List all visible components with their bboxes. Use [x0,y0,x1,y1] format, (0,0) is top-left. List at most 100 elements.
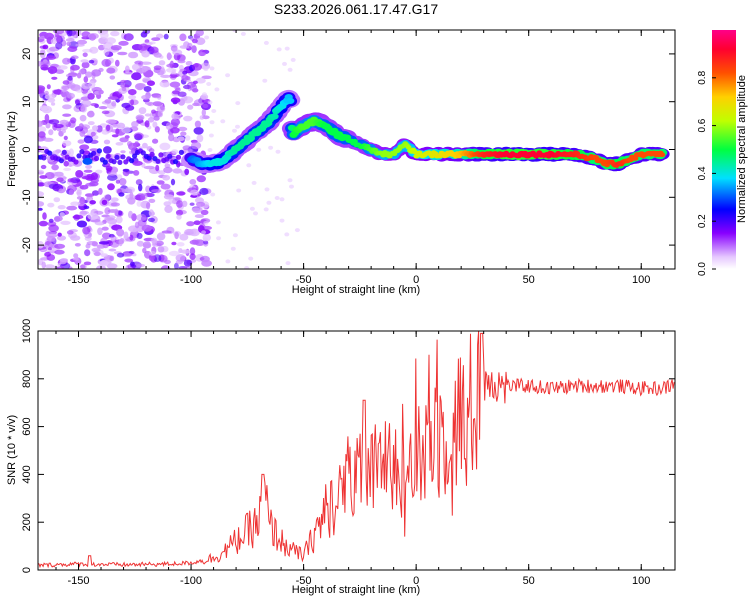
y-tick-label: 0 [21,567,33,573]
noise-speckle [79,144,90,151]
noise-speckle [38,86,45,94]
noise-speckle [136,240,144,247]
noise-speckle [85,164,93,169]
noise-speckle [82,226,91,235]
noise-speckle [191,141,202,150]
noise-speckle [175,254,186,262]
noise-speckle [96,244,106,249]
x-tick-label: -100 [180,274,202,286]
noise-speckle [109,75,116,80]
noise-speckle [53,123,64,129]
ridge-noise-blob [102,159,108,165]
noise-speckle [264,187,270,192]
noise-speckle [57,232,62,237]
noise-speckle [182,96,194,104]
y-tick-label: -20 [21,237,33,253]
noise-speckle [156,180,165,185]
noise-speckle [176,214,182,220]
noise-speckle [172,90,180,95]
noise-speckle [195,37,206,45]
noise-speckle [168,198,176,204]
noise-speckle [76,189,82,197]
noise-speckle [210,192,216,197]
noise-speckle [38,126,47,133]
noise-speckle [115,179,120,184]
noise-speckle [56,266,65,269]
noise-speckle [106,263,118,269]
y-tick-label: -10 [21,189,33,205]
x-tick-label: 100 [632,274,650,286]
noise-speckle [190,189,199,196]
noise-speckle [59,258,67,265]
noise-speckle [120,79,127,84]
noise-speckle [193,220,201,225]
noise-speckle [195,30,204,37]
noise-speckle [290,57,296,62]
noise-speckle [105,165,113,172]
x-tick-label: -50 [296,575,312,587]
noise-speckle [73,214,80,221]
ridge-noise-blob [129,158,135,164]
noise-speckle [104,99,112,104]
noise-speckle [194,120,201,128]
noise-speckle [101,58,112,67]
noise-speckle [274,196,280,200]
noise-speckle [240,31,246,36]
noise-speckle [163,194,174,200]
noise-speckle [107,172,117,176]
noise-speckle [39,175,48,179]
noise-speckle [110,197,119,202]
noise-speckle [70,55,79,60]
noise-speckle [88,110,94,114]
noise-speckle [56,35,61,43]
noise-speckle [75,99,80,105]
noise-speckle [135,114,145,121]
noise-speckle [77,139,85,144]
y-tick-label: 600 [21,417,33,435]
noise-speckle [136,232,143,239]
noise-speckle [108,248,117,252]
noise-speckle [138,43,149,51]
snr-plot [38,331,675,569]
noise-speckle [67,75,73,81]
noise-speckle [276,47,282,52]
ridge-noise-blob [167,153,173,159]
noise-speckle [153,115,160,121]
noise-speckle [170,127,180,134]
noise-speckle [189,247,196,256]
x-tick-label: 0 [413,274,419,286]
noise-speckle [169,74,178,78]
noise-speckle [110,241,120,248]
noise-speckle [79,197,85,205]
noise-speckle [58,188,65,194]
noise-speckle [200,209,209,216]
noise-speckle [202,92,207,97]
noise-speckle [166,63,178,68]
noise-speckle [98,187,103,195]
noise-speckle [175,209,184,216]
noise-speckle [119,178,127,186]
noise-speckle [170,97,181,103]
noise-speckle [88,59,95,64]
noise-speckle [184,168,190,175]
noise-speckle [88,33,97,41]
noise-speckle [209,66,215,71]
noise-speckle [78,104,89,108]
noise-speckle [129,234,134,241]
noise-speckle [87,93,95,100]
noise-speckle [38,182,46,187]
noise-speckle [87,212,99,220]
noise-speckle [189,228,200,237]
noise-speckle [123,231,129,240]
noise-speckle [38,120,44,128]
noise-speckle [82,52,88,58]
noise-speckle [177,59,186,64]
noise-speckle [84,249,91,257]
noise-speckle [180,249,191,254]
noise-speckle [98,241,110,245]
noise-speckle [268,145,274,150]
noise-speckle [128,210,133,219]
noise-speckle [150,237,158,244]
noise-speckle [180,131,187,136]
